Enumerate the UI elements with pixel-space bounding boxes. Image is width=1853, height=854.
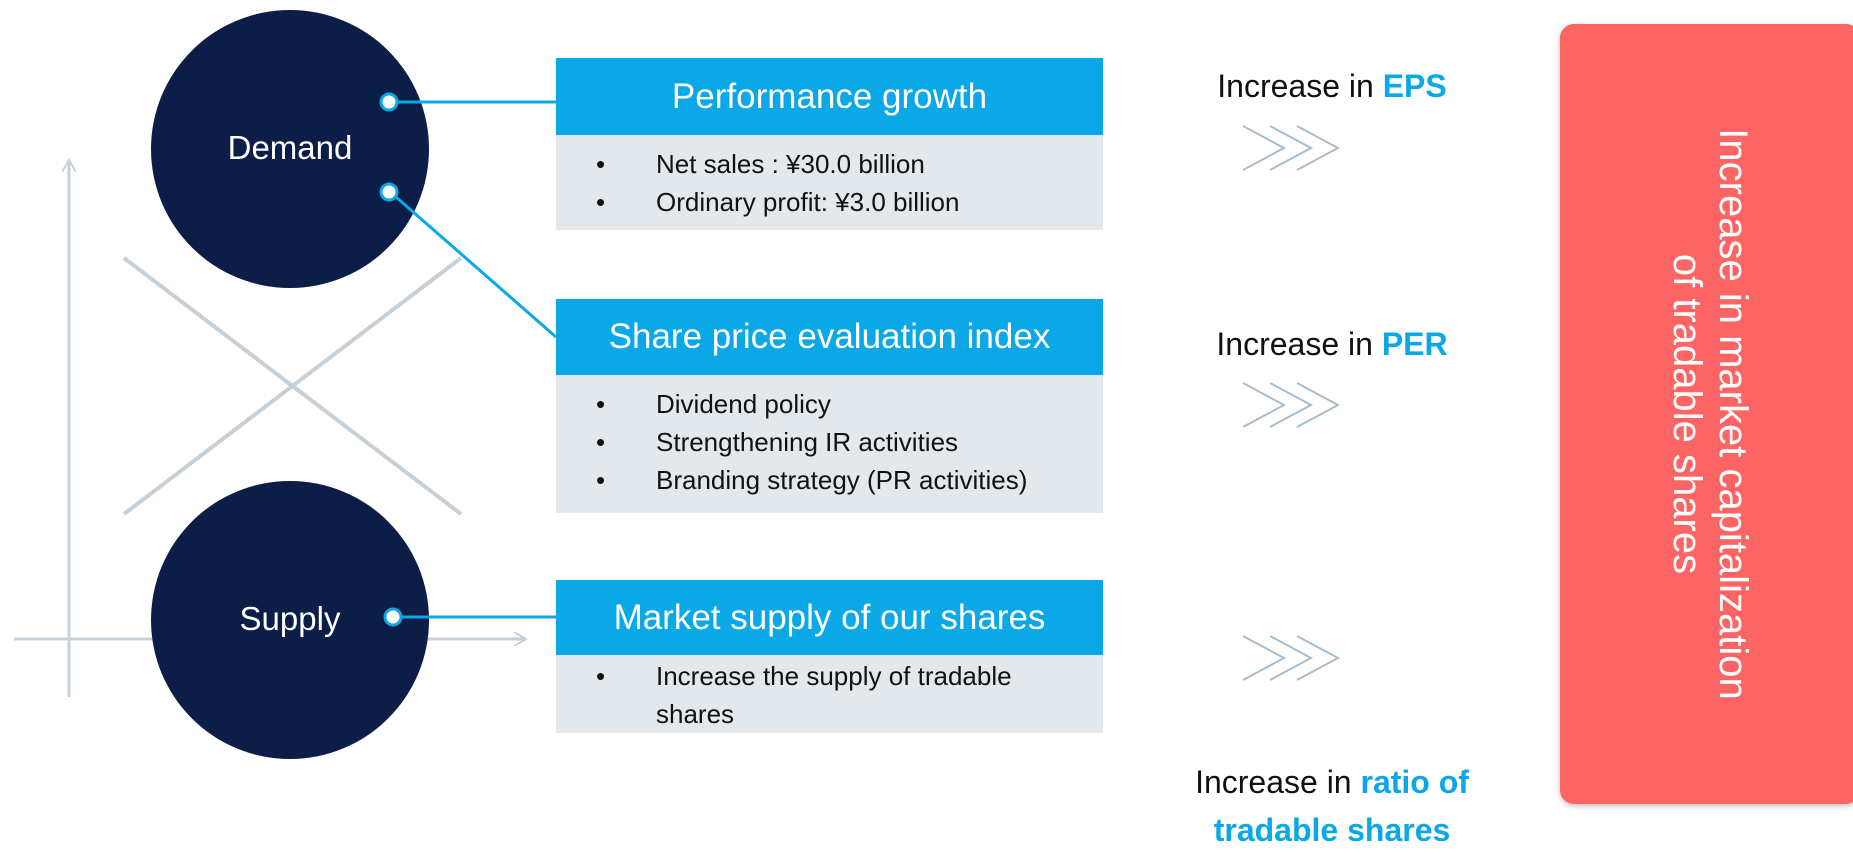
result-prefix: Increase in — [1195, 764, 1352, 800]
result-highlight: EPS — [1382, 68, 1447, 104]
result-highlight: ratio of tradable shares — [1213, 764, 1469, 848]
bullet: Increase the supply of tradable shares — [596, 657, 1036, 733]
bullet: Dividend policy — [596, 385, 1083, 423]
box-body: Net sales : ¥30.0 billionOrdinary profit… — [556, 135, 1103, 230]
result-highlight: PER — [1381, 326, 1448, 362]
chevrons — [1242, 125, 1341, 681]
bullet-list: Increase the supply of tradable shares — [576, 657, 1036, 733]
result-prefix: Increase in — [1217, 68, 1374, 104]
box-header: Performance growth — [556, 58, 1103, 135]
bullet: Strengthening IR activities — [596, 423, 1083, 461]
outcome-line: Increase in market capitalization — [1711, 128, 1755, 700]
outcome-box: Increase in market capitalization of tra… — [1560, 24, 1853, 804]
box-header: Market supply of our shares — [556, 580, 1103, 655]
result: Increase in PER — [1122, 320, 1542, 368]
supply-node — [151, 481, 429, 759]
box-body: Dividend policyStrengthening IR activiti… — [556, 375, 1103, 513]
result: Increase in ratio of tradable shares — [1162, 758, 1502, 854]
connectors — [395, 100, 557, 619]
result-prefix: Increase in — [1216, 326, 1373, 362]
bullet: Net sales : ¥30.0 billion — [596, 145, 1083, 183]
box-body: Increase the supply of tradable shares — [556, 655, 1103, 733]
outcome-line: of tradable shares — [1665, 253, 1709, 575]
result: Increase in EPS — [1122, 62, 1542, 110]
node-label: Supply — [239, 600, 341, 637]
bullet: Branding strategy (PR activities) — [596, 461, 1083, 499]
demand-node — [151, 10, 429, 288]
box-header: Share price evaluation index — [556, 299, 1103, 375]
bullet: Ordinary profit: ¥3.0 billion — [596, 183, 1083, 221]
demand-curve — [122, 256, 463, 516]
bullet-list: Net sales : ¥30.0 billionOrdinary profit… — [576, 145, 1083, 221]
outcome-text: Increase in market capitalization of tra… — [1664, 128, 1756, 699]
node-label: Demand — [227, 129, 353, 166]
bullet-list: Dividend policyStrengthening IR activiti… — [576, 385, 1083, 499]
connector-dots — [379, 92, 403, 627]
